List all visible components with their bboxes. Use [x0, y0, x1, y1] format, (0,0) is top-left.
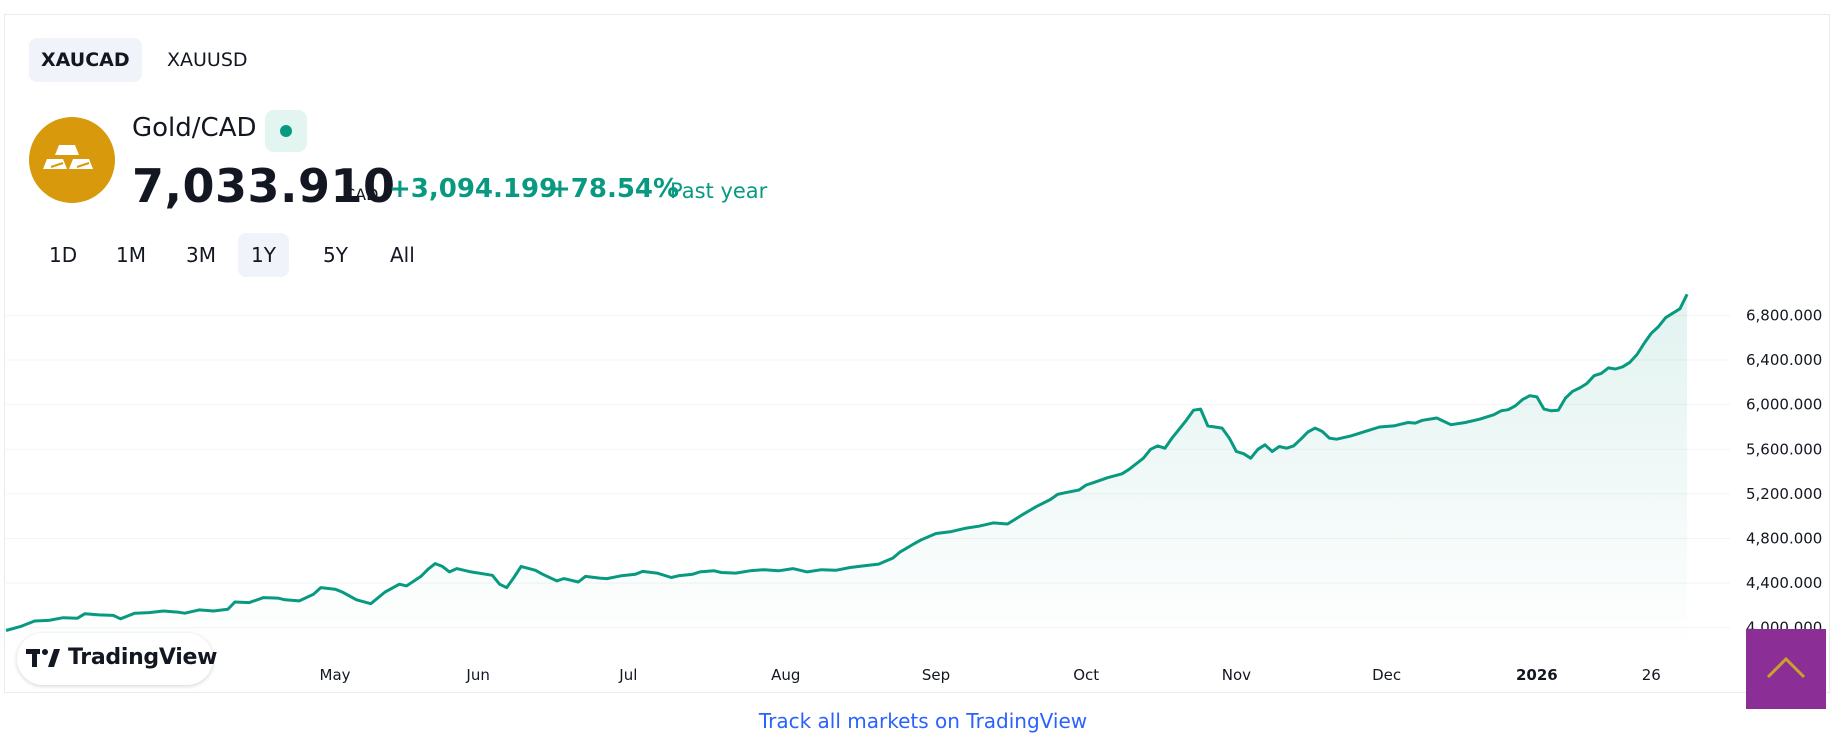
y-tick-label: 5,200.000 [1746, 485, 1822, 503]
price-chart[interactable]: 4,000.0004,400.0004,800.0005,200.0005,60… [0, 0, 1846, 717]
x-tick-label: 26 [1642, 666, 1661, 684]
y-tick-label: 5,600.000 [1746, 440, 1822, 458]
currency-label: CAD [344, 185, 379, 204]
tab-xauusd[interactable]: XAUUSD [167, 49, 248, 71]
scroll-top-button[interactable] [1746, 629, 1826, 709]
market-status-badge [265, 110, 307, 152]
instrument-name: Gold/CAD [132, 113, 257, 143]
gold-bars-icon [29, 117, 115, 203]
period-label: Past year [670, 179, 768, 203]
price-change: +3,094.199 [389, 174, 558, 204]
range-tab-5y[interactable]: 5Y [323, 243, 348, 267]
x-tick-label: Aug [771, 666, 800, 684]
x-tick-label: Nov [1222, 666, 1251, 684]
range-tab-1d[interactable]: 1D [49, 243, 78, 267]
tradingview-name: TradingView [68, 645, 218, 670]
x-tick-label: Oct [1073, 666, 1099, 684]
range-tab-all[interactable]: All [390, 243, 415, 267]
x-tick-label: Dec [1372, 666, 1401, 684]
tradingview-logo-icon [26, 649, 60, 667]
range-tab-1y[interactable]: 1Y [238, 233, 289, 277]
y-tick-label: 4,800.000 [1746, 529, 1822, 547]
x-tick-label: Jun [465, 666, 489, 684]
price-line [5, 293, 1689, 632]
price-change-percent: +78.54% [549, 174, 680, 204]
y-tick-label: 6,800.000 [1746, 306, 1822, 324]
chevron-up-icon [1766, 656, 1806, 679]
y-tick-label: 6,000.000 [1746, 396, 1822, 414]
y-tick-label: 6,400.000 [1746, 351, 1822, 369]
price-area [6, 294, 1688, 650]
tradingview-watermark[interactable]: TradingView [17, 633, 217, 685]
market-open-dot-icon [280, 125, 292, 137]
x-tick-label: 2026 [1516, 666, 1558, 684]
range-tab-3m[interactable]: 3M [186, 243, 216, 267]
x-tick-label: Jul [618, 666, 637, 684]
tab-xaucad[interactable]: XAUCAD [29, 38, 142, 82]
track-markets-link[interactable]: Track all markets on TradingView [758, 709, 1088, 733]
current-price: 7,033.910 [132, 159, 396, 213]
range-tab-1m[interactable]: 1M [116, 243, 146, 267]
x-tick-label: Sep [922, 666, 950, 684]
y-tick-label: 4,400.000 [1746, 574, 1822, 592]
x-tick-label: May [320, 666, 351, 684]
